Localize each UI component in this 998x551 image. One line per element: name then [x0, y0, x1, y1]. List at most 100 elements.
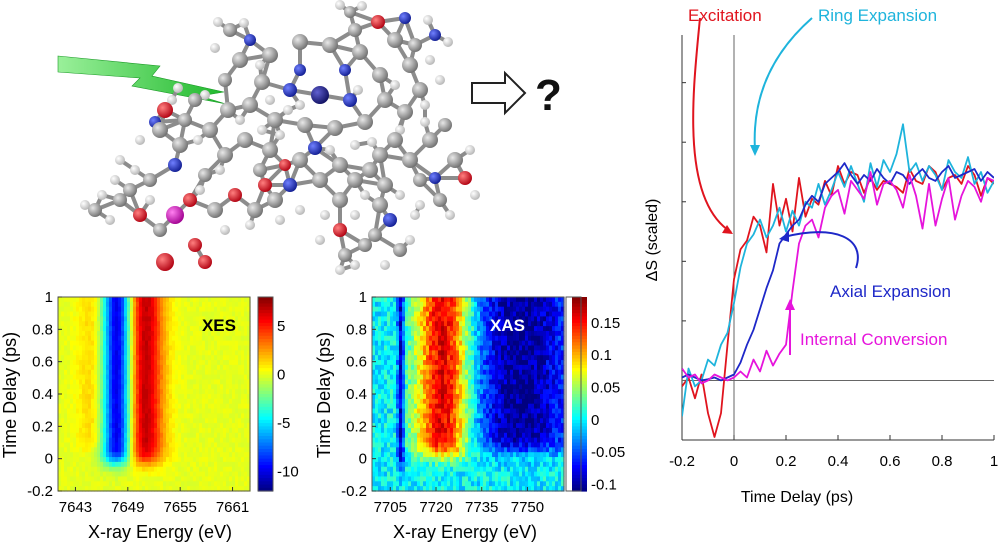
atom-hydrogen: [423, 15, 433, 25]
atom-carbon: [220, 102, 236, 118]
x-tick-label: 7655: [163, 499, 196, 516]
y-tick-label: 1: [45, 289, 53, 306]
atom-hydrogen: [115, 155, 125, 165]
atom-carbon: [113, 193, 127, 207]
atom-hydrogen: [405, 235, 415, 245]
molecule-atoms: [80, 0, 480, 275]
atom-hydrogen: [210, 43, 220, 53]
atom-hydrogen: [435, 75, 445, 85]
atom-nitrogen: [168, 158, 182, 172]
atom-hydrogen: [445, 210, 455, 220]
atom-carbon: [152, 122, 168, 138]
atom-hydrogen: [195, 185, 205, 195]
atom-hydrogen: [335, 0, 345, 10]
atom-carbon: [358, 238, 372, 252]
atom-hydrogen: [275, 215, 285, 225]
atom-carbon: [393, 243, 407, 257]
atom-hydrogen: [173, 83, 183, 93]
atom-carbon: [247, 202, 263, 218]
atom-carbon: [237, 132, 253, 148]
atom-oxygen: [258, 178, 272, 192]
atom-hydrogen: [350, 210, 360, 220]
atom-nitrogen: [308, 141, 322, 155]
atom-hydrogen: [325, 145, 335, 155]
atom-hydrogen: [295, 205, 305, 215]
atom-hydrogen: [380, 260, 390, 270]
atom-oxygen: [157, 102, 173, 118]
x-tick-label: 7661: [216, 499, 249, 516]
atom-carbon: [223, 23, 237, 37]
atom-carbon: [412, 82, 428, 98]
colorbar-tick-label: -10: [277, 464, 299, 481]
atom-oxygen: [228, 188, 242, 202]
atom-carbon: [267, 192, 283, 208]
atom-hydrogen: [295, 100, 305, 110]
atom-carbon: [402, 152, 418, 168]
xes-y-label: Time Delay (ps): [0, 332, 20, 458]
atom-nitrogen: [343, 93, 357, 107]
y-tick-label: 0.6: [32, 354, 53, 371]
atom-carbon: [202, 122, 218, 138]
atom-carbon: [88, 203, 102, 217]
atom-hydrogen: [425, 55, 435, 65]
atom-hydrogen: [265, 95, 275, 105]
atom-carbon: [207, 202, 223, 218]
atom-hydrogen: [320, 210, 330, 220]
atom-carbon: [387, 132, 403, 148]
atom-carbon: [357, 114, 373, 130]
atom-hydrogen: [443, 37, 453, 47]
y-tick-label: 0: [45, 451, 53, 468]
atom-carbon: [123, 183, 137, 197]
atom-carbon: [297, 117, 313, 133]
atom-carbon: [292, 34, 308, 50]
atom-hydrogen: [367, 137, 377, 147]
atom-nitrogen: [339, 64, 351, 76]
atom-hydrogen: [350, 140, 360, 150]
atom-nitrogen: [294, 64, 306, 76]
atom-hydrogen: [193, 135, 203, 145]
atom-oxygen: [458, 171, 472, 185]
atom-hydrogen: [415, 200, 425, 210]
atom-carbon: [327, 120, 343, 136]
atom-hydrogen: [283, 105, 293, 115]
y-tick-label: 0.2: [32, 418, 53, 435]
xes-x-label: X-ray Energy (eV): [88, 522, 232, 542]
atom-carbon: [338, 248, 352, 262]
atom-carbon: [387, 32, 403, 48]
atom-hydrogen: [465, 145, 475, 155]
atom-carbon: [332, 157, 348, 173]
atom-oxygen: [333, 223, 347, 237]
atom-oxygen: [156, 253, 174, 271]
atom-oxygen: [133, 208, 147, 222]
atom-hydrogen: [213, 17, 223, 27]
atom-carbon: [408, 38, 422, 52]
atom-carbon: [178, 113, 192, 127]
atom-carbon: [188, 93, 202, 107]
atom-oxygen: [371, 15, 385, 29]
atom-hydrogen: [275, 130, 285, 140]
atom-carbon: [292, 152, 308, 168]
atom-carbon: [347, 172, 363, 188]
atom-carbon: [433, 193, 447, 207]
question-mark: ?: [535, 71, 562, 120]
atom-hydrogen: [315, 235, 325, 245]
atom-nitrogen: [383, 213, 397, 227]
atom-hydrogen: [350, 260, 360, 270]
atom-carbon: [217, 147, 233, 163]
atom-hydrogen: [410, 210, 420, 220]
atom-carbon: [372, 147, 388, 163]
atom-oxygen: [279, 159, 291, 171]
atom-hydrogen: [395, 190, 405, 200]
atom-carbon: [377, 92, 393, 108]
atom-carbon: [413, 173, 427, 187]
atom-carbon: [422, 132, 438, 148]
atom-hydrogen: [335, 265, 345, 275]
atom-hydrogen: [130, 165, 140, 175]
atom-hydrogen: [357, 1, 367, 11]
atom-carbon: [368, 228, 382, 242]
atom-hydrogen: [215, 165, 225, 175]
colorbar-tick-label: -5: [277, 415, 290, 432]
